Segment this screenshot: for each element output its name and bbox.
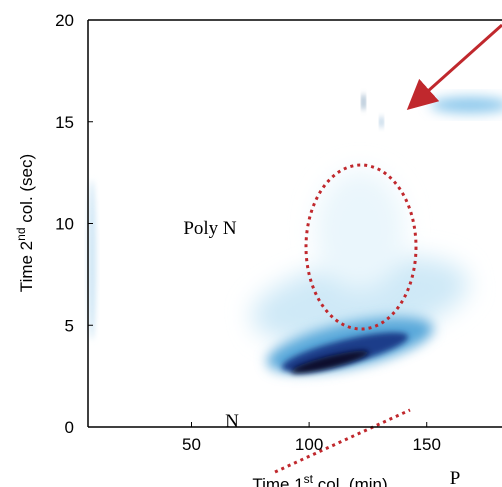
annotation: N: [225, 411, 239, 432]
y-label-sup: nd: [14, 228, 28, 241]
annotation: Poly N: [183, 218, 237, 239]
highlight-ellipse: [304, 163, 418, 331]
x-tick-label: 150: [413, 435, 441, 454]
annotation: P: [450, 468, 461, 487]
x-label-rest: col. (min): [313, 475, 388, 487]
y-label-text: Time 2: [17, 241, 36, 292]
x-label-text: Time 1: [252, 475, 303, 487]
y-tick-label: 5: [65, 316, 74, 335]
x-label-sup: st: [304, 472, 314, 486]
y-label-rest: col. (sec): [17, 154, 36, 228]
y-tick-label: 0: [65, 418, 74, 437]
y-tick-label: 15: [55, 113, 74, 132]
y-axis-label: Time 2nd col. (sec): [14, 154, 36, 292]
y-tick-label: 20: [55, 11, 74, 30]
x-tick-label: 50: [182, 435, 201, 454]
x-tick-label: 100: [295, 435, 323, 454]
contour-field: [88, 95, 502, 374]
x-axis-label: Time 1st col. (min): [252, 472, 387, 487]
arrow: [406, 23, 502, 110]
y-tick-label: 10: [55, 215, 74, 234]
